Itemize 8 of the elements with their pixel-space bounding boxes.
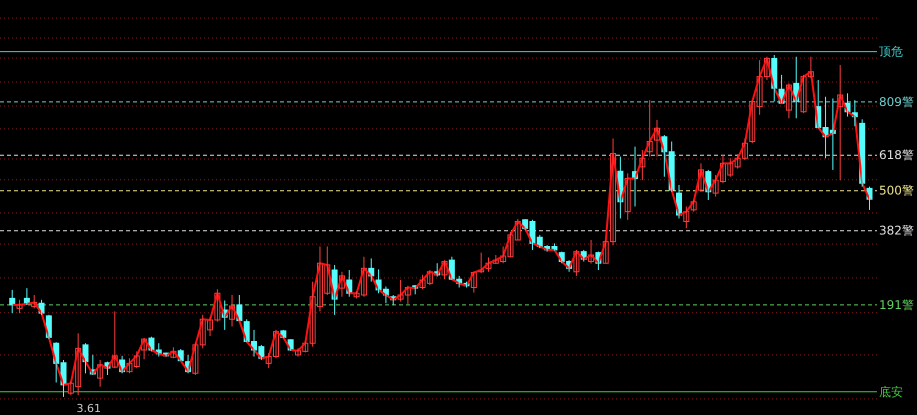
ref-line-label: 500警	[879, 184, 914, 198]
ref-line-label: 底安	[879, 384, 903, 399]
text: 3.61	[76, 402, 102, 415]
ref-line-label: 809警	[879, 94, 914, 109]
ref-line-label: 顶危	[879, 44, 903, 59]
ref-line-label: 618警	[879, 148, 914, 162]
ref-line-label: 382警	[879, 224, 914, 238]
ref-line-label: 191警	[879, 298, 914, 312]
